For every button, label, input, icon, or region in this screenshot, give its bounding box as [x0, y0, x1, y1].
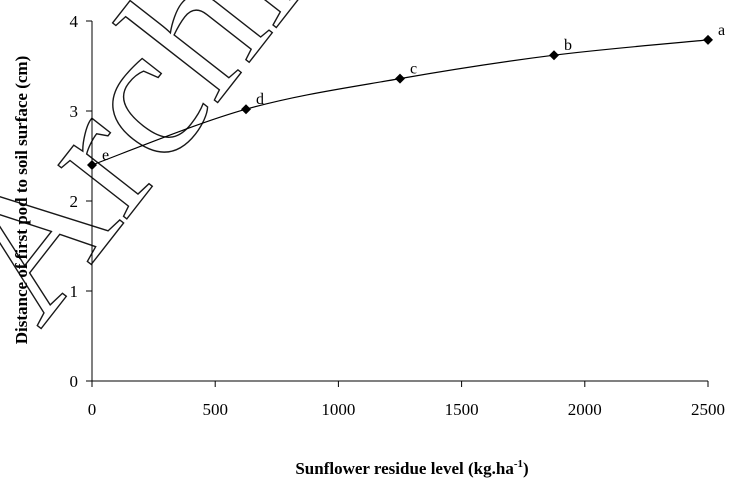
- data-point-marker: [241, 104, 251, 115]
- x-axis-title-main: Sunflower residue level (kg.ha: [295, 459, 514, 478]
- x-tick-label: 2500: [691, 400, 725, 419]
- data-point-label: e: [102, 147, 109, 164]
- y-axis-title: Distance of first pod to soil surface (c…: [12, 56, 31, 344]
- data-point-label: a: [718, 22, 725, 39]
- data-point-marker: [87, 160, 97, 170]
- watermark-text: Archive: [0, 0, 450, 356]
- data-point-marker: [549, 50, 559, 61]
- y-tick-label: 3: [70, 102, 79, 121]
- axes: 0 1 2 3 4 0 500 1000 1500 2000 2500: [70, 12, 726, 419]
- x-axis-title: Sunflower residue level (kg.ha-1): [295, 458, 528, 478]
- data-point-label: d: [256, 91, 264, 108]
- data-point-marker: [395, 73, 405, 84]
- x-axis-title-superscript: -1: [514, 458, 523, 470]
- x-axis-title-end: ): [523, 459, 529, 478]
- x-tick-label: 500: [202, 400, 228, 419]
- data-point-marker: [703, 34, 713, 45]
- x-tick-label: 0: [88, 400, 97, 419]
- data-point-label: c: [410, 61, 417, 78]
- x-tick-label: 1000: [321, 400, 355, 419]
- x-tick-label: 1500: [445, 400, 479, 419]
- y-tick-label: 4: [70, 12, 79, 31]
- x-tick-label: 2000: [568, 400, 602, 419]
- data-point-label: b: [564, 37, 572, 54]
- y-tick-label: 0: [70, 372, 79, 391]
- y-tick-label: 1: [70, 282, 79, 301]
- y-tick-label: 2: [70, 192, 79, 211]
- data-series: e d c b a: [87, 22, 725, 170]
